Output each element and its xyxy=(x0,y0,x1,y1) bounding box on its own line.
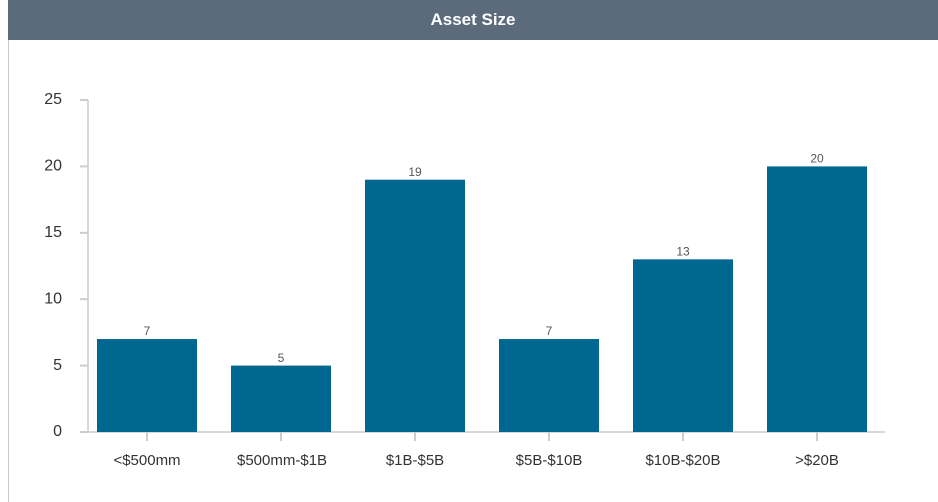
y-tick-label: 10 xyxy=(44,290,62,307)
value-label: 5 xyxy=(278,351,285,365)
x-tick-label: $1B-$5B xyxy=(385,452,445,469)
bar xyxy=(767,166,867,432)
bar xyxy=(365,179,465,432)
x-tick-label: >$20B xyxy=(795,452,839,469)
x-tick-label: <$500mm xyxy=(113,452,181,469)
bar xyxy=(633,259,733,432)
x-tick-label: $5B-$10B xyxy=(515,452,583,469)
bar xyxy=(97,339,197,432)
x-tick-label: $500mm-$1B xyxy=(237,452,328,469)
x-tick-label: $10B-$20B xyxy=(645,452,721,469)
y-tick-label: 25 xyxy=(44,91,62,108)
border xyxy=(8,40,9,502)
value-label: 20 xyxy=(810,152,824,166)
y-tick-label: 15 xyxy=(44,224,62,241)
value-label: 13 xyxy=(676,245,690,259)
bar xyxy=(499,339,599,432)
value-label: 7 xyxy=(144,324,151,338)
bar xyxy=(231,365,331,432)
y-tick-label: 5 xyxy=(53,357,62,374)
y-tick-label: 0 xyxy=(53,423,62,440)
y-tick-label: 20 xyxy=(44,158,62,175)
value-label: 7 xyxy=(546,324,553,338)
value-label: 19 xyxy=(408,165,422,179)
chart-title: Asset Size xyxy=(8,0,938,40)
